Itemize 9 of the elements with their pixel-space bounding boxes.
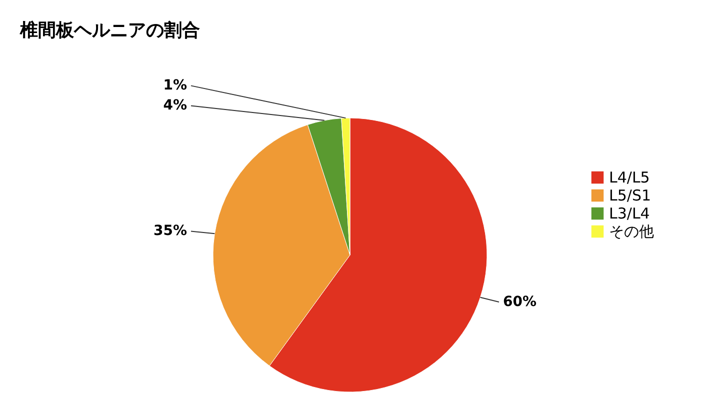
legend-label: その他: [609, 222, 654, 240]
data-label: 4%: [163, 98, 187, 114]
data-label: 60%: [503, 294, 537, 310]
legend-label: L4/L5: [609, 168, 650, 186]
data-label: 35%: [153, 223, 187, 240]
data-label: 1%: [163, 78, 187, 94]
legend-label: L5/S1: [609, 186, 652, 204]
legend-label: L3/L4: [609, 204, 650, 222]
chart-title: 椎間板ヘルニアの割合: [19, 20, 200, 41]
